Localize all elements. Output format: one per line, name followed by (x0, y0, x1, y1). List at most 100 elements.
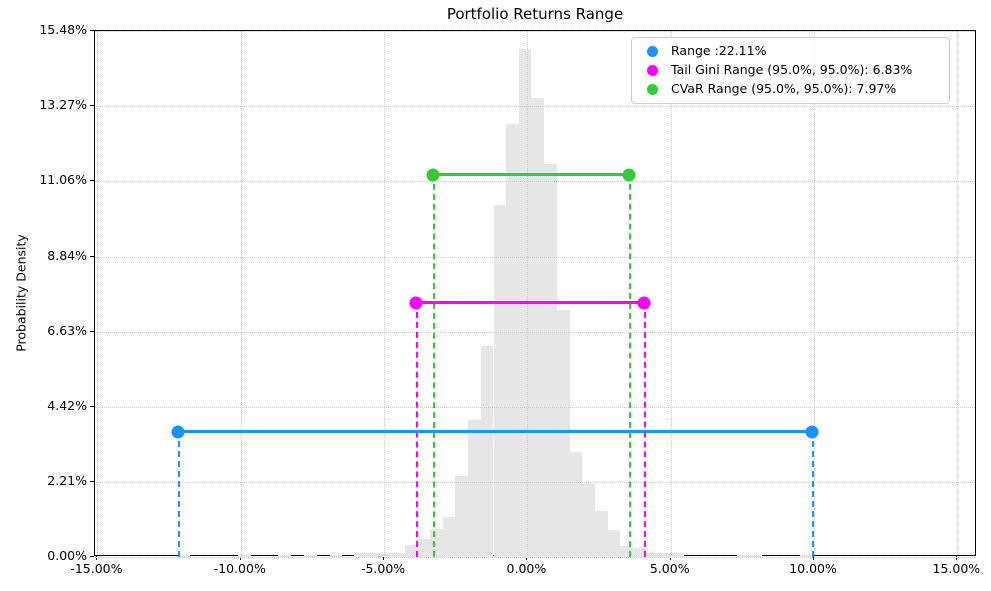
range-line (177, 429, 813, 433)
legend-item: CVaR Range (95.0%, 95.0%): 7.97% (640, 83, 941, 96)
histogram-bar (379, 552, 392, 557)
range-drop-line (433, 174, 436, 557)
x-tick (669, 556, 671, 560)
range-drop-line (177, 431, 180, 557)
histogram-bar (569, 452, 583, 557)
x-tick-label: -5.00% (360, 561, 406, 576)
gridline-horizontal (95, 106, 975, 108)
y-tick-label: 13.27% (39, 97, 87, 113)
range-endpoint-dot (637, 296, 651, 310)
plot-area (94, 30, 976, 558)
y-tick-label: 2.21% (47, 472, 87, 488)
histogram-bar (237, 554, 251, 557)
histogram-bar (177, 555, 191, 557)
legend-item: Tail Gini Range (95.0%, 95.0%): 6.83% (640, 64, 941, 77)
histogram-bar (366, 552, 380, 557)
range-drop-line (416, 302, 419, 557)
histogram-bar (329, 554, 343, 557)
range-drop-line (629, 174, 632, 557)
histogram-bar (658, 552, 672, 557)
chart-title: Portfolio Returns Range (446, 5, 624, 23)
gridline-horizontal (95, 557, 975, 558)
gridline-vertical (240, 31, 242, 555)
range-endpoint-dot (805, 425, 819, 439)
histogram-bar (417, 538, 430, 557)
range-line (433, 172, 630, 176)
histogram-bar (531, 97, 545, 557)
histogram-bar (544, 163, 557, 557)
y-tick (90, 180, 94, 182)
gridline-vertical (814, 31, 816, 555)
legend-marker-icon (647, 46, 658, 57)
histogram-bar (736, 554, 750, 557)
gridline-horizontal (95, 406, 975, 408)
y-tick (90, 30, 94, 31)
range-drop-line (812, 431, 815, 557)
gridline-horizontal (95, 181, 975, 183)
histogram-bar (799, 555, 813, 557)
histogram-bar (304, 555, 318, 557)
y-tick (90, 105, 94, 107)
x-tick (956, 556, 958, 560)
range-endpoint-dot (171, 425, 185, 439)
histogram-bar (480, 346, 494, 557)
histogram-bar (493, 205, 507, 557)
y-tick-label: 4.42% (47, 397, 87, 413)
legend: Range :22.11% Tail Gini Range (95.0%, 95.… (631, 37, 950, 104)
x-tick-label: 10.00% (789, 561, 837, 576)
y-tick-label: 8.84% (47, 247, 87, 263)
y-tick-label: 15.48% (39, 22, 87, 37)
x-tick-label: 5.00% (649, 561, 690, 576)
range-drop-line (644, 302, 647, 557)
gridline-vertical (957, 31, 959, 555)
histogram-bar (506, 123, 519, 557)
y-tick (90, 480, 94, 482)
range-line (416, 300, 645, 304)
histogram-bar (353, 552, 367, 557)
histogram-bar (392, 552, 405, 557)
histogram-bar (455, 475, 469, 557)
legend-item-label: CVaR Range (95.0%, 95.0%): 7.97% (671, 81, 897, 97)
legend-marker-icon (647, 84, 658, 95)
gridline-vertical (97, 31, 99, 555)
histogram-bar (278, 555, 291, 557)
histogram-bar (595, 511, 608, 557)
histogram-bar (404, 544, 418, 557)
histogram-bar (468, 420, 481, 557)
histogram-bar (556, 309, 570, 557)
x-tick (239, 556, 241, 560)
x-tick-label: 15.00% (932, 561, 981, 576)
x-tick (526, 556, 528, 560)
x-tick-label: -15.00% (70, 561, 123, 576)
range-endpoint-dot (622, 168, 636, 182)
histogram-bar (749, 554, 762, 557)
x-tick (813, 556, 815, 560)
gridline-horizontal (95, 31, 975, 32)
legend-item-label: Range :22.11% (671, 43, 767, 59)
y-tick (90, 255, 94, 257)
histogram-bar (633, 548, 646, 557)
x-tick (96, 556, 98, 560)
histogram-bar (620, 545, 633, 557)
y-tick-label: 0.00% (47, 548, 87, 563)
legend-marker-icon (647, 65, 658, 76)
x-tick (383, 556, 385, 560)
histogram-bar (607, 530, 621, 557)
legend-item: Range :22.11% (640, 45, 941, 58)
histogram-bar (442, 516, 456, 557)
gridline-horizontal (95, 481, 975, 483)
histogram-bar (582, 484, 595, 557)
y-tick-label: 11.06% (39, 172, 87, 188)
gridline-horizontal (95, 331, 975, 333)
y-tick (90, 330, 94, 332)
histogram-bar (671, 552, 684, 557)
x-tick-label: 0.00% (506, 561, 547, 576)
y-tick (90, 556, 94, 557)
y-tick-label: 6.63% (47, 322, 87, 338)
histogram-bar (645, 552, 659, 557)
gridline-vertical (670, 31, 672, 555)
y-tick (90, 405, 94, 407)
histogram-bar (429, 529, 443, 557)
legend-item-label: Tail Gini Range (95.0%, 95.0%): 6.83% (671, 62, 913, 78)
